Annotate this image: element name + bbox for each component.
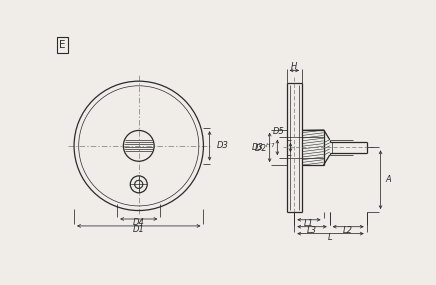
Text: L2: L2 <box>343 226 353 235</box>
Text: D5: D5 <box>272 127 284 137</box>
Text: L1: L1 <box>304 219 314 228</box>
Text: L3: L3 <box>307 226 317 235</box>
Text: D4: D4 <box>133 217 145 227</box>
Text: H: H <box>291 62 297 71</box>
Text: D3: D3 <box>252 143 263 152</box>
Text: L: L <box>328 233 333 242</box>
Text: D3: D3 <box>217 141 228 150</box>
Text: E: E <box>59 40 66 50</box>
Text: D1: D1 <box>133 225 145 234</box>
Text: A: A <box>386 175 392 184</box>
Text: $D2^{H7}$: $D2^{H7}$ <box>253 141 275 154</box>
